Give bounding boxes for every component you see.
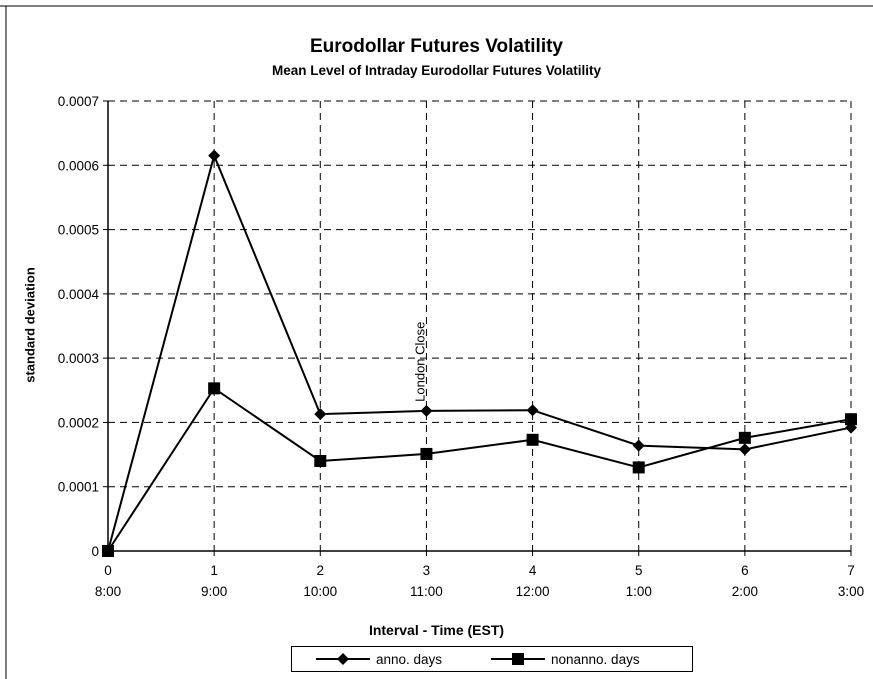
data-point-square <box>632 461 645 474</box>
data-point-diamond <box>526 404 539 417</box>
y-tick-label: 0 <box>91 544 99 559</box>
x-time-label: 1:00 <box>626 584 652 599</box>
x-tick-label: 7 <box>847 563 855 578</box>
chart-title: Eurodollar Futures Volatility <box>309 36 563 57</box>
x-time-label: 12:00 <box>516 584 550 599</box>
x-axis-label: Interval - Time (EST) <box>368 622 505 638</box>
y-tick-label: 0.0005 <box>58 223 99 238</box>
x-tick-label: 3 <box>423 563 431 578</box>
legend: anno. days nonanno. days <box>291 646 693 672</box>
y-tick-label: 0.0007 <box>58 94 99 109</box>
y-tick-label: 0.0004 <box>58 287 100 302</box>
data-point-square <box>102 545 114 557</box>
data-point-square <box>845 413 857 426</box>
data-point-diamond <box>632 439 645 452</box>
data-point-diamond <box>738 443 751 456</box>
legend-label-nonanno: nonanno. days <box>551 651 640 667</box>
y-axis-label: standard deviation <box>22 267 38 383</box>
x-tick-label: 4 <box>529 563 537 578</box>
square-marker-icon <box>491 653 545 665</box>
x-time-label: 10:00 <box>303 584 337 599</box>
london-close-annotation: London Close <box>412 322 427 402</box>
x-time-label: 8:00 <box>95 584 121 599</box>
x-time-label: 3:00 <box>838 584 864 599</box>
data-point-diamond <box>420 404 433 417</box>
y-tick-label: 0.0003 <box>58 351 99 366</box>
legend-item-nonanno: nonanno. days <box>491 647 640 671</box>
x-time-label: 9:00 <box>201 584 227 599</box>
data-point-square <box>738 431 751 444</box>
data-point-diamond <box>208 149 221 162</box>
series-line-1 <box>107 386 852 552</box>
y-tick-label: 0.0006 <box>58 158 99 173</box>
legend-label-anno: anno. days <box>376 651 443 667</box>
x-tick-label: 0 <box>104 563 112 578</box>
data-point-square <box>420 447 433 460</box>
x-tick-label: 6 <box>741 563 749 578</box>
x-tick-label: 5 <box>635 563 643 578</box>
chart-subtitle: Mean Level of Intraday Eurodollar Future… <box>271 63 602 78</box>
y-tick-label: 0.0001 <box>58 480 99 495</box>
x-time-label: 2:00 <box>732 584 758 599</box>
x-tick-label: 2 <box>317 563 325 578</box>
data-point-square <box>526 433 539 446</box>
legend-item-anno: anno. days <box>316 647 442 671</box>
data-point-square <box>314 455 327 467</box>
series-line-0 <box>107 152 852 552</box>
data-point-diamond <box>314 408 327 421</box>
diamond-marker-icon <box>316 653 370 665</box>
x-tick-label: 1 <box>210 563 218 578</box>
y-tick-label: 0.0002 <box>58 415 99 430</box>
x-time-label: 11:00 <box>410 584 443 599</box>
data-point-square <box>208 382 221 395</box>
